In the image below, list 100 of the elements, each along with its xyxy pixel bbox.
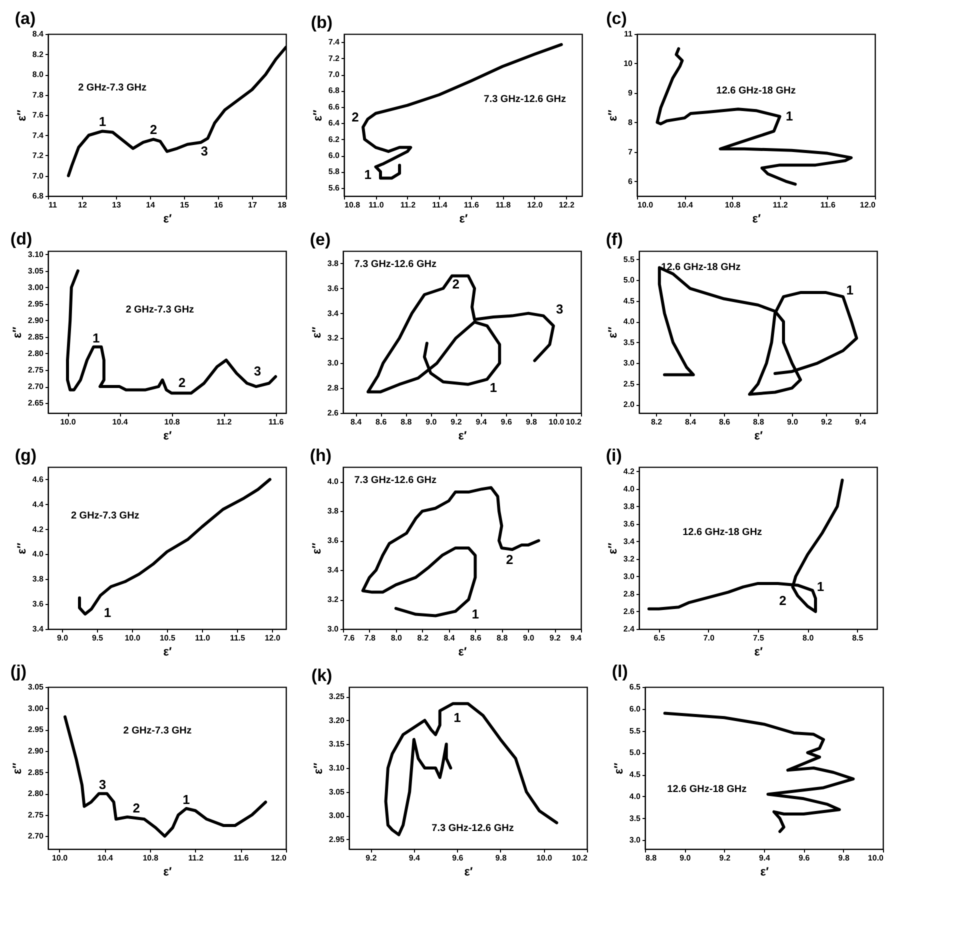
y-tick-label: 4.5 — [623, 296, 636, 306]
chart-title: (f) — [606, 230, 623, 249]
x-tick-label: 10.5 — [160, 634, 176, 642]
x-tick-label: 10.0 — [868, 854, 884, 862]
y-tick-label: 6.8 — [32, 192, 44, 200]
y-tick-label: 3.8 — [623, 502, 636, 511]
x-tick-label: 11 — [48, 200, 58, 210]
x-tick-label: 8.2 — [417, 634, 429, 642]
y-tick-label: 3.6 — [327, 536, 340, 546]
x-tick-label: 7.6 — [344, 634, 356, 642]
y-tick-label: 4.0 — [327, 477, 340, 486]
y-tick-label: 3.4 — [32, 624, 44, 634]
x-tick-label: 8.4 — [350, 418, 362, 426]
annotation: 1 — [846, 282, 854, 298]
y-tick-label: 8 — [628, 118, 634, 127]
x-tick-label: 18 — [278, 200, 288, 210]
y-tick-label: 7.2 — [32, 151, 44, 160]
y-tick-label: 4.0 — [32, 550, 44, 559]
y-axis-title: ε′′ — [611, 762, 626, 774]
annotation: 2 — [352, 109, 359, 124]
x-tick-label: 12 — [78, 200, 88, 210]
y-tick-label: 9 — [628, 88, 634, 98]
y-tick-label: 6.0 — [328, 151, 340, 160]
y-tick-label: 3.6 — [623, 519, 636, 528]
x-tick-label: 11.6 — [234, 854, 250, 862]
y-tick-label: 2.5 — [623, 379, 636, 388]
x-tick-label: 10.8 — [724, 200, 742, 210]
annotation: 1 — [786, 108, 793, 124]
x-tick-label: 12.0 — [270, 854, 288, 862]
annotation: 1 — [454, 710, 461, 725]
y-tick-label: 4.2 — [32, 524, 44, 534]
y-axis-title: ε′′ — [605, 326, 620, 338]
chart-title: (b) — [310, 13, 333, 32]
line-series — [663, 712, 855, 833]
y-tick-label: 2.70 — [28, 832, 44, 841]
x-axis-title: ε′ — [163, 428, 172, 442]
annotation: 2 — [178, 375, 186, 390]
x-tick-label: 8.8 — [400, 418, 412, 426]
chart-title: (l) — [612, 662, 628, 681]
y-tick-label: 3.5 — [629, 814, 642, 823]
x-tick-label: 9.0 — [523, 634, 535, 642]
y-tick-label: 2.90 — [28, 316, 44, 325]
annotation: 2 GHz-7.3 GHz — [70, 510, 140, 522]
x-tick-label: 8.2 — [650, 418, 663, 426]
x-axis-title: ε′ — [464, 864, 473, 878]
y-tick-label: 6.6 — [328, 102, 340, 112]
x-axis-title: ε′ — [754, 644, 763, 658]
annotation: 12.6 GHz-18 GHz — [716, 86, 796, 97]
y-tick-label: 3.0 — [629, 836, 642, 845]
y-tick-label: 7.2 — [328, 54, 340, 63]
x-tick-label: 9.2 — [820, 418, 833, 426]
x-tick-label: 9.4 — [570, 634, 582, 642]
line-series — [384, 702, 558, 836]
chart-title: (h) — [310, 446, 332, 465]
x-axis-title: ε′ — [754, 428, 763, 442]
line-series — [656, 47, 853, 186]
y-tick-label: 11 — [624, 30, 634, 38]
y-tick-label: 7 — [628, 147, 634, 156]
x-axis-title: ε′ — [163, 644, 172, 658]
annotation: 1 — [490, 380, 498, 396]
y-tick-label: 2.75 — [28, 366, 44, 375]
y-tick-label: 3.05 — [28, 682, 44, 692]
x-tick-label: 8.0 — [802, 634, 814, 642]
y-tick-label: 6.8 — [328, 86, 340, 96]
y-tick-label: 3.00 — [28, 704, 44, 713]
x-tick-label: 6.5 — [654, 634, 666, 642]
y-tick-label: 3.0 — [327, 358, 340, 368]
x-tick-label: 7.5 — [752, 634, 765, 642]
y-tick-label: 5.0 — [623, 276, 636, 285]
x-tick-label: 10.4 — [112, 418, 128, 426]
x-tick-label: 9.2 — [719, 854, 731, 862]
x-tick-label: 11.4 — [432, 200, 448, 210]
annotation: 2 — [506, 552, 514, 567]
annotation: 1 — [104, 604, 112, 620]
annotation: 3 — [556, 302, 564, 317]
y-tick-label: 7.8 — [32, 90, 44, 100]
chart-title: (c) — [606, 9, 627, 28]
annotation: 2 — [452, 276, 460, 292]
y-tick-label: 7.6 — [32, 110, 44, 120]
x-tick-label: 12.0 — [527, 200, 544, 210]
chart-title: (k) — [311, 666, 332, 685]
x-tick-label: 11.2 — [216, 418, 232, 426]
y-tick-label: 8.0 — [32, 70, 44, 79]
y-tick-label: 4.5 — [629, 770, 642, 780]
y-tick-label: 3.2 — [327, 595, 340, 604]
y-tick-label: 2.4 — [623, 624, 636, 634]
y-tick-label: 2.85 — [28, 332, 44, 342]
y-tick-label: 3.10 — [28, 250, 44, 259]
y-tick-label: 3.2 — [623, 554, 636, 564]
x-tick-label: 8.6 — [470, 634, 482, 642]
x-tick-label: 9.4 — [758, 854, 771, 862]
x-tick-label: 12.0 — [860, 200, 876, 210]
y-tick-label: 2.85 — [28, 768, 44, 777]
x-tick-label: 13 — [112, 200, 122, 210]
x-tick-label: 16 — [214, 200, 224, 210]
y-tick-label: 4.0 — [623, 484, 636, 494]
y-tick-label: 7.4 — [328, 38, 340, 47]
x-tick-label: 9.2 — [549, 634, 562, 642]
y-tick-label: 2.75 — [28, 810, 44, 820]
y-tick-label: 2.6 — [327, 408, 340, 418]
